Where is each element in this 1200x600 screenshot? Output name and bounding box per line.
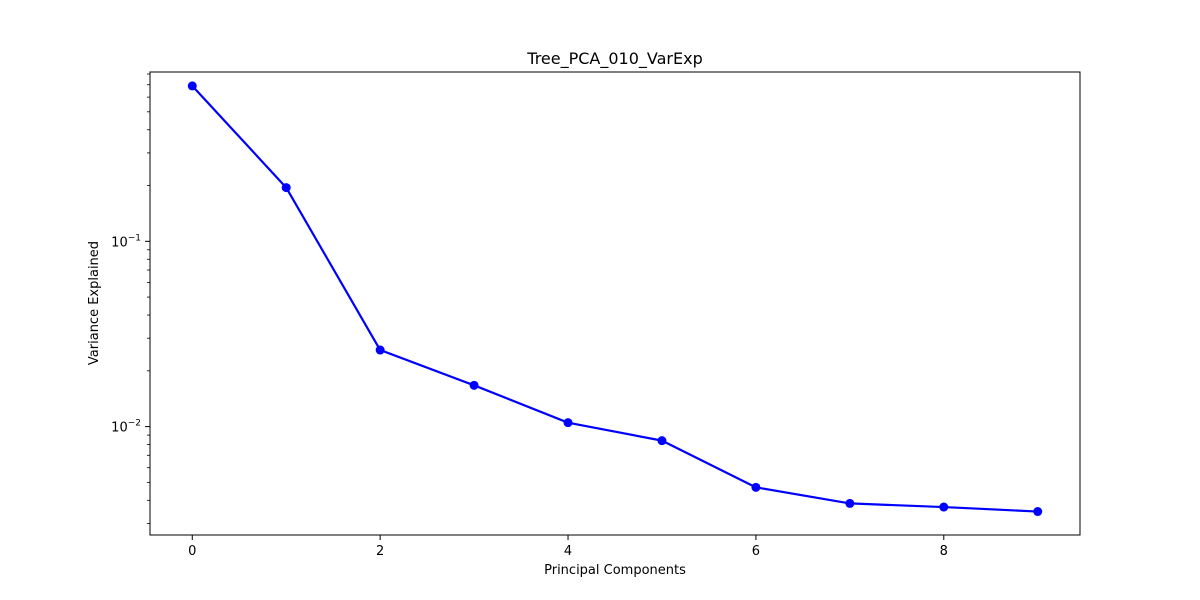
x-axis-label: Principal Components — [544, 563, 686, 578]
x-tick-label: 8 — [940, 544, 948, 559]
data-point — [281, 183, 291, 193]
data-point — [375, 345, 385, 355]
y-tick-label: 10−1 — [111, 233, 141, 250]
axes-frame — [149, 71, 1081, 536]
chart-title: Tree_PCA_010_VarExp — [526, 49, 702, 69]
data-point — [1033, 507, 1043, 517]
y-axis-label: Variance Explained — [87, 241, 102, 365]
data-point — [563, 418, 573, 428]
plot-area: 0 2 4 6 8 10−2 10−1 — [111, 71, 1081, 559]
series-line — [191, 85, 1038, 513]
x-tick-label: 0 — [188, 544, 196, 559]
data-point — [469, 380, 479, 390]
y-tick-label: 10−2 — [111, 419, 141, 436]
data-point — [939, 502, 949, 512]
x-tick-label: 2 — [376, 544, 384, 559]
x-tick-label: 6 — [752, 544, 760, 559]
data-point — [657, 436, 667, 446]
x-tick-label: 4 — [564, 544, 572, 559]
data-point — [751, 482, 761, 492]
data-point — [845, 498, 855, 508]
data-point — [187, 81, 197, 91]
